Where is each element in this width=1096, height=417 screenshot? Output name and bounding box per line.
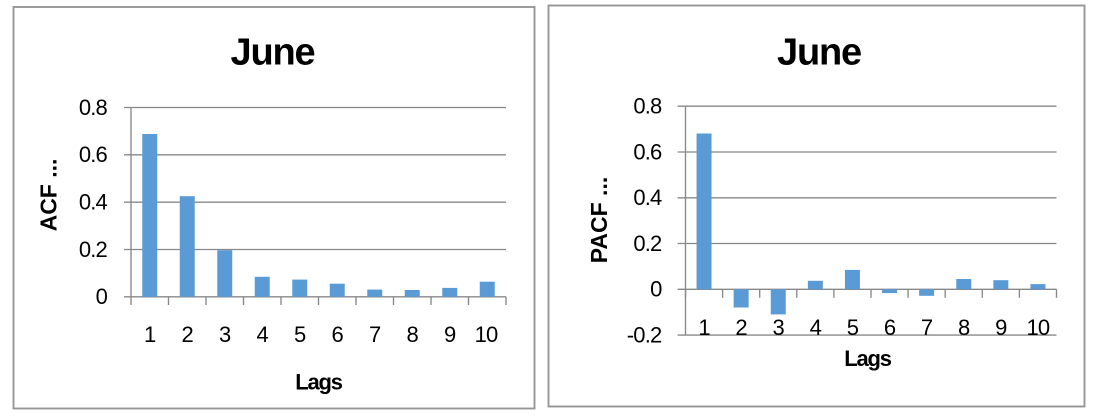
svg-text:3: 3 — [219, 322, 231, 347]
svg-text:2: 2 — [182, 322, 194, 347]
svg-text:6: 6 — [332, 322, 344, 347]
svg-text:1: 1 — [144, 322, 156, 347]
svg-text:3: 3 — [773, 315, 785, 340]
svg-text:5: 5 — [847, 315, 859, 340]
svg-text:Lags: Lags — [295, 370, 343, 395]
svg-text:PACF ...: PACF ... — [586, 177, 612, 263]
svg-text:0: 0 — [96, 284, 108, 309]
svg-text:June: June — [777, 32, 861, 74]
svg-text:0.4: 0.4 — [79, 190, 108, 215]
svg-text:4: 4 — [257, 322, 269, 347]
svg-text:2: 2 — [735, 315, 747, 340]
svg-text:7: 7 — [369, 322, 381, 347]
svg-text:0.2: 0.2 — [633, 231, 662, 256]
svg-text:8: 8 — [407, 322, 419, 347]
svg-text:9: 9 — [444, 322, 456, 347]
svg-text:Lags: Lags — [844, 346, 892, 371]
svg-text:10: 10 — [1027, 315, 1050, 340]
svg-text:0.6: 0.6 — [79, 142, 108, 167]
svg-text:8: 8 — [958, 315, 970, 340]
svg-text:June: June — [231, 32, 315, 74]
svg-text:0.2: 0.2 — [79, 237, 108, 262]
svg-text:6: 6 — [884, 315, 896, 340]
svg-text:7: 7 — [921, 315, 933, 340]
svg-text:10: 10 — [475, 322, 498, 347]
svg-text:0.8: 0.8 — [633, 94, 662, 119]
svg-text:0.8: 0.8 — [79, 95, 108, 120]
svg-text:-0.2: -0.2 — [627, 322, 662, 347]
svg-text:5: 5 — [294, 322, 306, 347]
svg-text:0.6: 0.6 — [633, 139, 662, 164]
svg-text:1: 1 — [698, 315, 710, 340]
svg-text:4: 4 — [810, 315, 822, 340]
svg-text:9: 9 — [995, 315, 1007, 340]
svg-text:0: 0 — [650, 277, 662, 302]
svg-text:ACF ...: ACF ... — [36, 159, 62, 232]
svg-text:0.4: 0.4 — [633, 185, 662, 210]
